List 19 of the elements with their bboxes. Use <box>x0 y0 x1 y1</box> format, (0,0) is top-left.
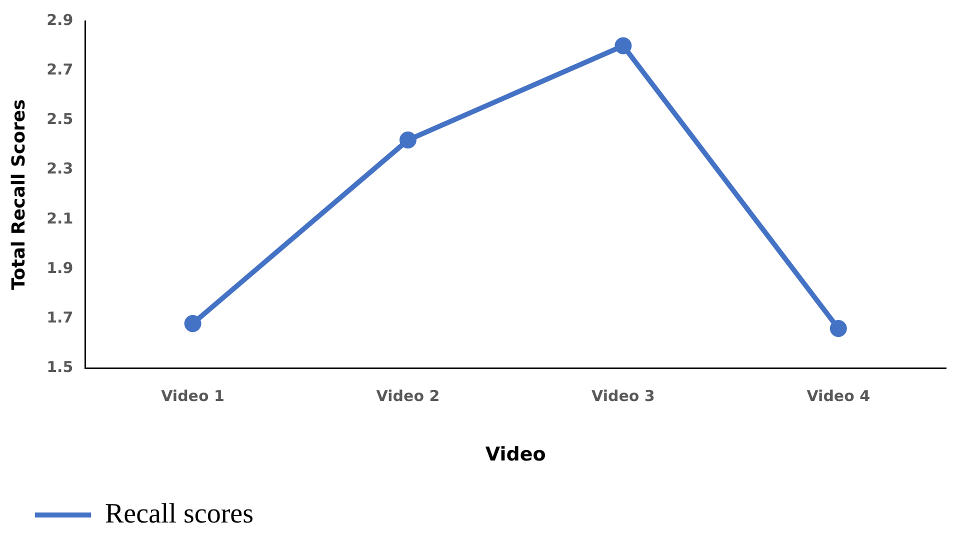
point <box>399 132 416 149</box>
y-tick-label: 2.5 <box>46 110 74 128</box>
x-tick-label: Video 2 <box>376 387 440 406</box>
legend-label: Recall scores <box>105 498 254 530</box>
x-tick-label: Video 4 <box>806 387 870 406</box>
y-tick-label: 2.9 <box>46 10 74 29</box>
x-tick-label: Video 3 <box>592 387 655 406</box>
y-axis-title: Total Recall Scores <box>8 99 30 290</box>
point <box>830 320 847 338</box>
y-tick-label: 2.7 <box>46 60 74 78</box>
y-tick-label: 1.7 <box>46 308 74 326</box>
y-tick-label: 1.9 <box>46 258 74 277</box>
point <box>614 37 632 54</box>
y-tick-label: 2.3 <box>46 160 74 178</box>
y-tick-label: 1.5 <box>46 358 74 376</box>
x-axis-title: Video <box>485 444 546 466</box>
point <box>184 315 202 332</box>
y-tick-label: 2.1 <box>46 209 74 228</box>
x-tick-label: Video 1 <box>161 387 224 406</box>
